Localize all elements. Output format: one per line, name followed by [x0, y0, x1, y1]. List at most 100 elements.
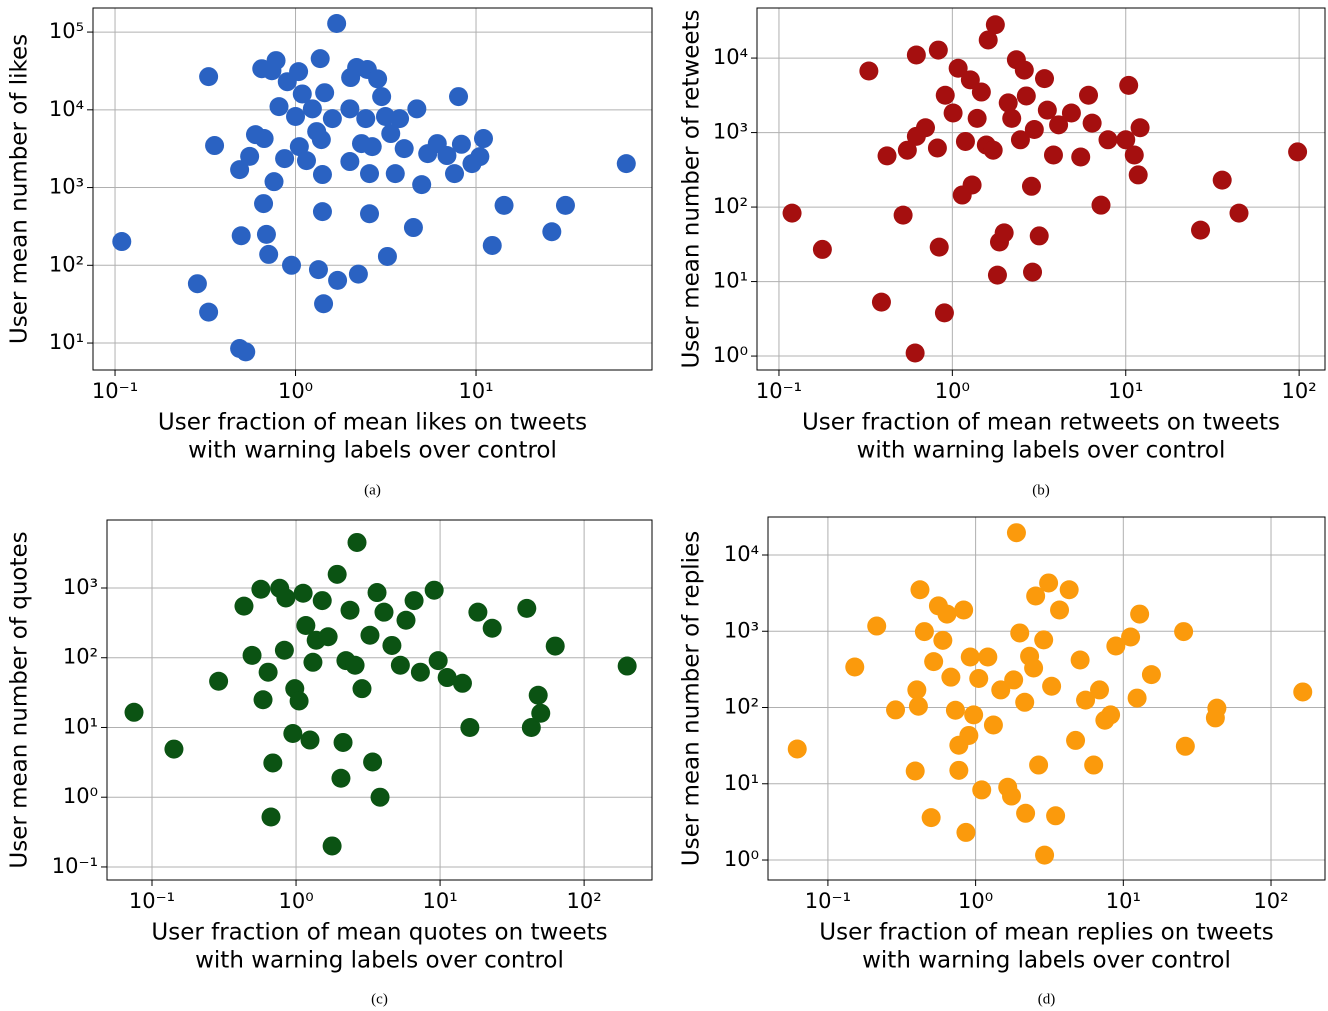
data-point	[254, 194, 274, 214]
data-point	[289, 62, 309, 82]
x-axis-label: with warning labels over control	[188, 438, 557, 464]
data-point	[375, 107, 395, 127]
data-point	[1002, 108, 1022, 128]
data-point	[205, 136, 225, 156]
data-point	[967, 108, 987, 128]
data-point	[517, 598, 537, 618]
data-point	[1024, 119, 1044, 139]
data-point	[360, 625, 380, 645]
data-point	[1098, 130, 1118, 150]
x-tick-label: 10⁻¹	[805, 889, 851, 913]
data-point	[985, 15, 1005, 35]
x-tick-label: 10⁰	[935, 379, 970, 403]
y-tick-label: 10⁰	[713, 343, 748, 367]
y-axis-label: User mean number of quotes	[7, 531, 33, 868]
data-point	[1029, 226, 1049, 246]
data-point	[274, 640, 294, 660]
data-point	[315, 83, 335, 103]
data-point	[943, 103, 963, 123]
data-point	[1124, 145, 1144, 165]
data-point	[266, 51, 286, 71]
y-tick-label: 10⁴	[49, 97, 84, 121]
data-point	[275, 149, 295, 169]
data-point	[994, 223, 1014, 243]
data-point	[1082, 113, 1102, 133]
data-point	[187, 274, 207, 294]
data-point	[1090, 680, 1110, 700]
data-point	[545, 636, 565, 656]
data-point	[289, 691, 309, 711]
data-point	[468, 602, 488, 622]
data-point	[1021, 176, 1041, 196]
data-point	[362, 137, 382, 157]
data-point	[396, 610, 416, 630]
y-axis-label: User mean number of retweets	[679, 9, 705, 368]
data-point	[407, 99, 427, 119]
data-point	[983, 140, 1003, 160]
data-point	[812, 239, 832, 259]
x-tick-label: 10¹	[423, 889, 458, 913]
x-tick-label: 10⁻¹	[129, 889, 175, 913]
data-point	[1288, 142, 1308, 162]
data-point	[787, 739, 807, 759]
data-point	[907, 680, 927, 700]
data-point	[1059, 580, 1079, 600]
data-point	[1116, 130, 1136, 150]
data-point	[363, 752, 383, 772]
x-axis-label: User fraction of mean quotes on tweets	[151, 920, 607, 946]
data-point	[1016, 86, 1036, 106]
data-point	[941, 667, 961, 687]
data-point	[1091, 195, 1111, 215]
data-point	[1070, 650, 1090, 670]
data-point	[1023, 262, 1043, 282]
data-point	[322, 109, 342, 129]
y-axis-label: User mean number of replies	[679, 531, 705, 866]
x-axis-label: User fraction of mean replies on tweets	[819, 920, 1273, 946]
caption: (c)	[371, 991, 388, 1007]
data-point	[905, 343, 925, 363]
data-point	[242, 645, 262, 665]
data-point	[964, 705, 984, 725]
data-point	[352, 679, 372, 699]
data-point	[972, 780, 992, 800]
y-tick-label: 10⁰	[724, 847, 759, 871]
y-tick-label: 10⁻¹	[52, 854, 98, 878]
data-point	[1061, 103, 1081, 123]
data-point	[928, 40, 948, 60]
data-point	[969, 669, 989, 689]
data-point	[1128, 165, 1148, 185]
data-point	[1034, 630, 1054, 650]
caption: (d)	[1038, 991, 1056, 1007]
data-point	[1141, 665, 1161, 685]
data-point	[1191, 220, 1211, 240]
y-tick-label: 10³	[713, 120, 748, 144]
data-point	[962, 175, 982, 195]
data-point	[945, 700, 965, 720]
data-point	[1039, 573, 1059, 593]
data-point	[1035, 69, 1055, 89]
data-point	[897, 140, 917, 160]
data-point	[333, 732, 353, 752]
data-point	[921, 808, 941, 828]
data-point	[924, 652, 944, 672]
x-tick-label: 10²	[567, 889, 602, 913]
data-point	[473, 129, 493, 149]
data-point	[340, 152, 360, 172]
data-point	[906, 45, 926, 65]
data-point	[1175, 736, 1195, 756]
data-point	[410, 662, 430, 682]
data-point	[124, 702, 144, 722]
data-point	[424, 580, 444, 600]
data-point	[1024, 658, 1044, 678]
x-axis-label: with warning labels over control	[857, 438, 1226, 464]
data-point	[308, 260, 328, 280]
data-point	[531, 703, 551, 723]
data-point	[322, 836, 342, 856]
y-tick-label: 10¹	[49, 330, 84, 354]
data-point	[300, 730, 320, 750]
data-point	[1212, 170, 1232, 190]
y-tick-label: 10¹	[724, 771, 759, 795]
data-point	[356, 109, 376, 129]
y-tick-label: 10²	[63, 645, 98, 669]
data-point	[370, 787, 390, 807]
